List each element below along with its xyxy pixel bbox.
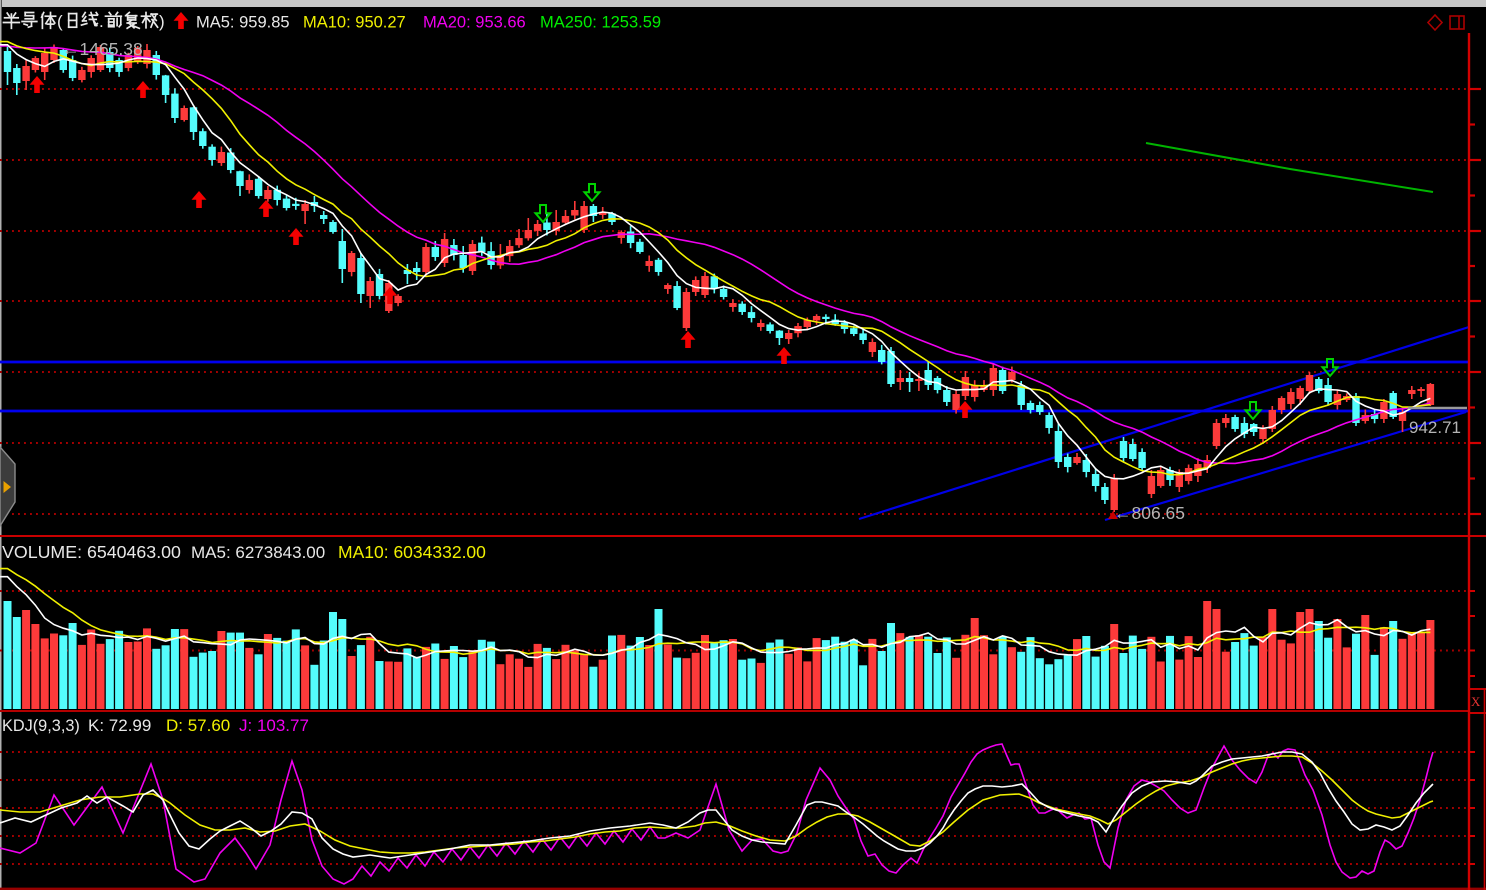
- svg-text:MA5: 6273843.00: MA5: 6273843.00: [191, 543, 325, 562]
- svg-text:X: X: [1471, 694, 1481, 709]
- svg-text:K: 72.99: K: 72.99: [88, 716, 151, 735]
- svg-text:←1465.38: ←1465.38: [62, 39, 143, 59]
- svg-text:VOLUME: 6540463.00: VOLUME: 6540463.00: [2, 542, 181, 562]
- svg-text:942.71: 942.71: [1409, 418, 1461, 437]
- svg-text:D: 57.60: D: 57.60: [166, 716, 230, 735]
- svg-text:J: 103.77: J: 103.77: [239, 716, 309, 735]
- svg-text:←806.65: ←806.65: [1114, 503, 1185, 523]
- svg-text:MA10: 950.27: MA10: 950.27: [303, 14, 406, 32]
- svg-text:MA20: 953.66: MA20: 953.66: [423, 14, 526, 32]
- svg-text:): ): [159, 12, 165, 31]
- svg-text:MA10: 6034332.00: MA10: 6034332.00: [338, 542, 486, 562]
- svg-text:(: (: [57, 12, 63, 31]
- svg-text:KDJ(9,3,3): KDJ(9,3,3): [2, 717, 80, 735]
- svg-text:MA5: 959.85: MA5: 959.85: [196, 14, 290, 32]
- svg-text:.: .: [99, 12, 104, 31]
- svg-text:MA250: 1253.59: MA250: 1253.59: [540, 14, 661, 32]
